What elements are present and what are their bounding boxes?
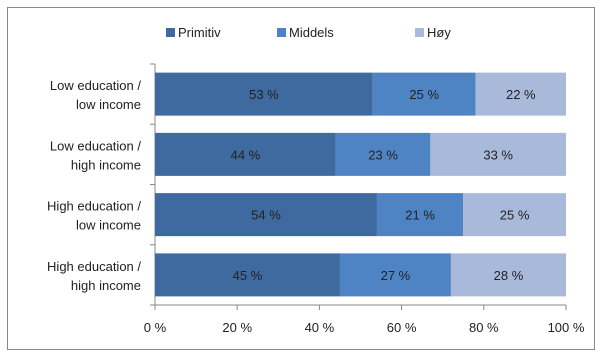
category-label-line: High education / xyxy=(47,199,141,214)
data-label: 28 % xyxy=(494,268,524,283)
bar-segment xyxy=(376,193,464,237)
category-label-line: low income xyxy=(76,97,141,112)
category-label: High education / high income xyxy=(47,259,141,293)
data-label: 44 % xyxy=(231,147,261,162)
x-tick-label: 20 % xyxy=(222,320,252,335)
bar-segment xyxy=(339,253,451,297)
x-tick-label: 100 % xyxy=(548,320,585,335)
bar-segment xyxy=(372,72,476,116)
data-label: 25 % xyxy=(409,87,439,102)
bar-segment xyxy=(430,132,566,176)
category-label-line: high income xyxy=(71,157,141,172)
legend-swatch xyxy=(415,28,424,37)
category-label-line: high income xyxy=(71,278,141,293)
data-label: 22 % xyxy=(506,87,536,102)
data-label: 53 % xyxy=(249,87,279,102)
bar-segment xyxy=(335,132,431,176)
bar-segment xyxy=(475,72,566,116)
legend-label: Middels xyxy=(289,25,334,40)
x-tick-label: 80 % xyxy=(469,320,499,335)
x-tick-label: 0 % xyxy=(144,320,167,335)
legend-label: Høy xyxy=(427,25,451,40)
legend-swatch xyxy=(277,28,286,37)
x-tick-label: 40 % xyxy=(305,320,335,335)
data-label: 33 % xyxy=(483,147,513,162)
x-tick-label: 60 % xyxy=(387,320,417,335)
legend-swatch xyxy=(166,28,175,37)
category-label-line: Low education / xyxy=(50,138,141,153)
bar-segment xyxy=(155,72,373,116)
data-label: 54 % xyxy=(251,208,281,223)
category-label-line: low income xyxy=(76,218,141,233)
data-label: 23 % xyxy=(368,147,398,162)
bar-segment xyxy=(463,193,566,237)
category-label-line: Low education / xyxy=(50,78,141,93)
bar-segment xyxy=(450,253,566,297)
category-label-line: High education / xyxy=(47,259,141,274)
data-label: 25 % xyxy=(500,208,530,223)
category-label: Low education / low income xyxy=(50,78,141,112)
category-label: Low education / high income xyxy=(50,138,141,172)
bar-segment xyxy=(155,253,340,297)
bar-segment xyxy=(155,132,336,176)
data-label: 21 % xyxy=(405,208,435,223)
category-label: High education / low income xyxy=(47,199,141,233)
legend-label: Primitiv xyxy=(178,25,221,40)
data-label: 45 % xyxy=(233,268,263,283)
bar-segment xyxy=(155,193,377,237)
data-label: 27 % xyxy=(381,268,411,283)
